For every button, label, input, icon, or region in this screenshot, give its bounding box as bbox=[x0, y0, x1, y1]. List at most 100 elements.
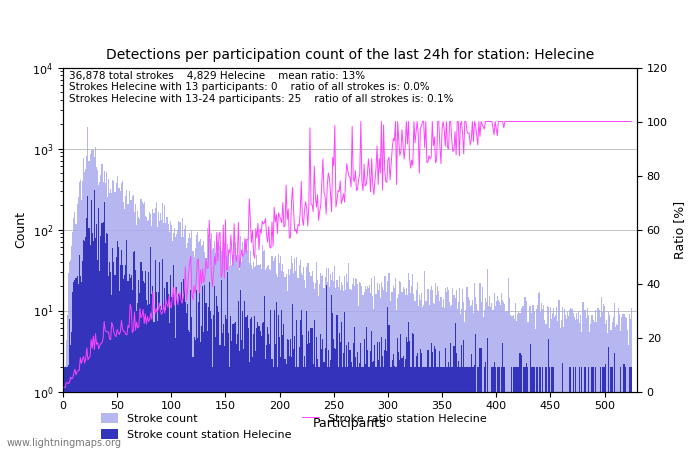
Bar bbox=[164, 205, 165, 450]
Bar bbox=[208, 306, 209, 450]
Bar bbox=[339, 333, 340, 450]
Bar bbox=[491, 303, 492, 450]
Bar bbox=[410, 293, 411, 450]
Bar bbox=[557, 321, 559, 450]
Bar bbox=[264, 250, 265, 450]
Bar bbox=[215, 337, 216, 450]
Bar bbox=[187, 304, 188, 450]
Bar bbox=[396, 310, 397, 450]
Bar bbox=[228, 333, 229, 450]
Bar bbox=[342, 285, 343, 450]
Bar bbox=[177, 230, 178, 450]
Bar bbox=[69, 262, 70, 450]
Bar bbox=[291, 256, 292, 450]
Bar bbox=[553, 308, 554, 450]
Bar bbox=[329, 287, 330, 450]
Bar bbox=[237, 334, 238, 450]
Bar bbox=[289, 356, 290, 450]
Bar bbox=[569, 367, 570, 450]
Bar bbox=[501, 293, 502, 450]
Bar bbox=[183, 279, 184, 450]
Bar bbox=[424, 271, 426, 450]
Bar bbox=[319, 367, 320, 450]
Bar bbox=[281, 310, 282, 450]
Bar bbox=[456, 309, 458, 450]
Bar bbox=[184, 229, 185, 450]
Bar bbox=[291, 357, 292, 450]
Bar bbox=[109, 193, 110, 450]
Bar bbox=[277, 277, 278, 450]
Bar bbox=[591, 367, 592, 450]
Bar bbox=[175, 237, 176, 450]
Bar bbox=[139, 219, 141, 450]
Bar bbox=[74, 212, 76, 450]
Bar bbox=[510, 315, 511, 450]
Bar bbox=[438, 291, 440, 450]
Bar bbox=[305, 367, 306, 450]
Bar bbox=[202, 286, 203, 450]
Bar bbox=[604, 367, 605, 450]
Bar bbox=[232, 324, 234, 450]
Bar bbox=[253, 262, 254, 450]
Text: 36,878 total strokes    4,829 Helecine    mean ratio: 13%
Strokes Helecine with : 36,878 total strokes 4,829 Helecine mean… bbox=[69, 71, 453, 104]
Bar bbox=[433, 303, 434, 450]
Bar bbox=[335, 288, 337, 450]
Bar bbox=[347, 367, 349, 450]
Bar bbox=[157, 321, 158, 450]
Bar bbox=[97, 260, 98, 450]
Bar bbox=[319, 284, 320, 450]
Bar bbox=[280, 357, 281, 450]
Bar bbox=[620, 367, 622, 450]
Bar bbox=[228, 253, 229, 450]
Bar bbox=[251, 317, 252, 450]
Bar bbox=[367, 286, 368, 450]
Bar bbox=[268, 265, 270, 450]
Bar bbox=[384, 276, 385, 450]
Bar bbox=[496, 301, 497, 450]
Bar bbox=[447, 367, 448, 450]
Bar bbox=[332, 272, 333, 450]
Bar bbox=[399, 360, 400, 450]
Bar bbox=[288, 269, 289, 450]
Bar bbox=[343, 353, 344, 450]
Bar bbox=[181, 218, 183, 450]
Bar bbox=[199, 241, 200, 450]
Bar bbox=[163, 224, 164, 450]
Bar bbox=[384, 351, 385, 450]
Bar bbox=[160, 212, 161, 450]
Bar bbox=[239, 270, 240, 450]
Bar bbox=[461, 345, 462, 450]
Bar bbox=[504, 367, 505, 450]
Bar bbox=[260, 269, 262, 450]
Bar bbox=[220, 280, 222, 450]
Bar bbox=[116, 184, 117, 450]
Bar bbox=[117, 176, 118, 450]
Bar bbox=[234, 322, 236, 450]
Bar bbox=[196, 290, 197, 450]
Bar bbox=[167, 294, 169, 450]
Bar bbox=[133, 252, 134, 450]
Bar bbox=[407, 295, 408, 450]
Bar bbox=[383, 290, 384, 450]
Bar bbox=[575, 367, 576, 450]
Bar bbox=[213, 315, 214, 450]
Bar bbox=[436, 295, 438, 450]
Bar bbox=[368, 288, 369, 450]
Bar bbox=[311, 276, 312, 450]
Bar bbox=[397, 298, 398, 450]
Bar bbox=[174, 229, 175, 450]
Bar bbox=[315, 284, 316, 450]
Bar bbox=[542, 309, 543, 450]
Bar bbox=[551, 367, 552, 450]
Bar bbox=[466, 367, 468, 450]
Bar bbox=[256, 256, 258, 450]
Bar bbox=[120, 191, 121, 450]
Bar bbox=[254, 267, 256, 450]
Bar bbox=[360, 283, 361, 450]
Bar bbox=[313, 364, 314, 450]
Bar bbox=[131, 200, 132, 450]
Bar bbox=[66, 315, 68, 450]
Bar bbox=[236, 255, 237, 450]
Bar bbox=[151, 294, 153, 450]
Bar bbox=[420, 300, 421, 450]
